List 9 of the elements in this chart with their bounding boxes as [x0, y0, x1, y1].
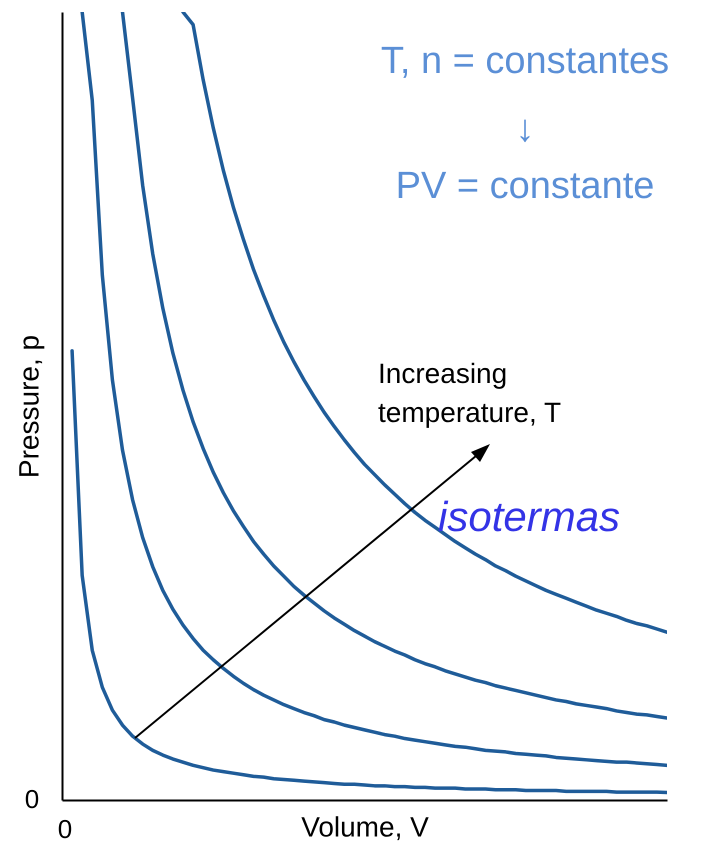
annotation: PV = constante [396, 165, 654, 207]
annotation: isotermas [438, 493, 620, 540]
annotation: T, n = constantes [380, 40, 670, 82]
annotation: Increasing temperature, T [378, 358, 562, 428]
x-axis-title: Volume, V [301, 812, 430, 842]
y-axis-title: Pressure, p [14, 334, 44, 478]
text: 0 [58, 814, 72, 844]
annotation: ↓ [516, 108, 534, 150]
text: 0 [24, 784, 40, 814]
